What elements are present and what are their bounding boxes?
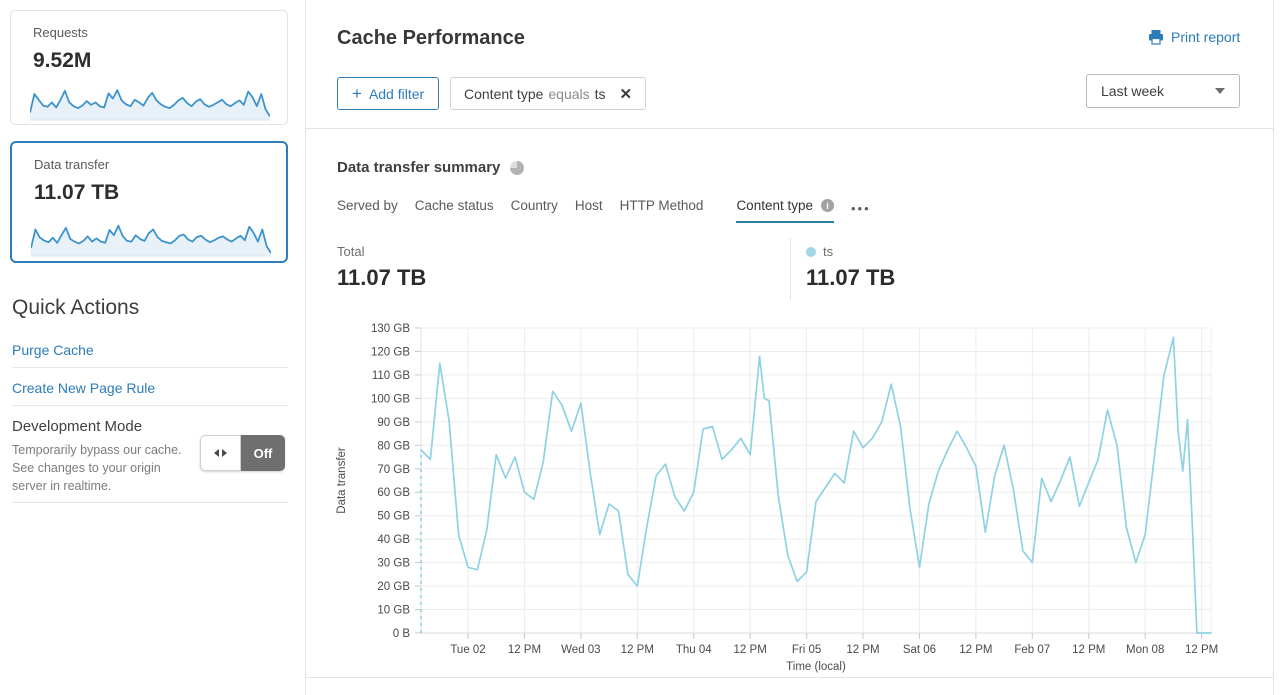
total-value: 11.07 TB (337, 265, 427, 290)
x-tick-label: Sat 06 (903, 644, 936, 656)
chart-canvas: 0 B 10 GB 20 GB 30 GB 40 GB 50 GB 60 GB 70 GB 80… (336, 323, 1218, 673)
print-report-link[interactable]: Print report (1148, 29, 1240, 45)
y-tick-label: 70 GB (377, 464, 410, 476)
tab-host[interactable]: Host (574, 198, 603, 213)
sidebar: Requests 9.52M Data transfer 11.07 TB Qu… (0, 0, 305, 695)
x-tick-label: Feb 07 (1014, 644, 1050, 656)
development-mode-description: Temporarily bypass our cache. See change… (12, 443, 182, 493)
time-range-dropdown[interactable]: Last week (1086, 74, 1240, 108)
y-tick-label: 100 GB (371, 393, 410, 405)
plus-icon: + (352, 84, 362, 103)
y-tick-label: 60 GB (377, 487, 410, 499)
page-title: Cache Performance (337, 27, 525, 49)
content-right-border (1273, 0, 1274, 695)
toggle-off-segment[interactable]: Off (241, 435, 285, 471)
x-tick-label: 12 PM (846, 644, 879, 656)
x-axis-title: Time (local) (786, 661, 846, 673)
metric-card-data-transfer[interactable]: Data transfer 11.07 TB (10, 141, 288, 263)
create-page-rule-link[interactable]: Create New Page Rule (12, 380, 156, 396)
more-tabs-icon[interactable]: ••• (851, 201, 871, 216)
metric-card-value: 11.07 TB (34, 181, 120, 204)
x-tick-label: 12 PM (508, 644, 541, 656)
chip-field: Content type (464, 85, 544, 102)
legend-value: 11.07 TB (806, 265, 896, 290)
info-icon[interactable]: i (821, 199, 834, 212)
x-tick-label: 12 PM (734, 644, 767, 656)
y-tick-label: 110 GB (372, 370, 410, 382)
sidebar-border (305, 0, 306, 695)
summary-divider (790, 238, 791, 300)
metric-card-label: Requests (33, 25, 88, 40)
divider (12, 367, 288, 368)
data-transfer-sparkline (31, 224, 271, 257)
y-tick-label: 40 GB (377, 534, 410, 546)
summary-title: Data transfer summary (337, 159, 501, 176)
y-tick-label: 20 GB (377, 581, 410, 593)
tab-served-by[interactable]: Served by (337, 198, 398, 213)
x-tick-label: 12 PM (1072, 644, 1105, 656)
tab-country[interactable]: Country (510, 198, 558, 213)
requests-sparkline (30, 89, 270, 121)
print-report-label: Print report (1171, 29, 1241, 45)
header-divider (306, 128, 1273, 129)
filter-chip-content-type[interactable]: Content type equals ts ✕ (450, 77, 647, 110)
x-tick-label: Tue 02 (450, 644, 485, 656)
development-mode-toggle[interactable]: Off (200, 435, 285, 471)
add-filter-label: Add filter (368, 85, 425, 102)
time-range-value: Last week (1101, 83, 1165, 99)
data-transfer-chart: 0 B 10 GB 20 GB 30 GB 40 GB 50 GB 60 GB 70 GB 80… (330, 318, 1220, 680)
toggle-arrows-icon[interactable] (200, 435, 241, 471)
x-tick-label: Wed 03 (561, 644, 600, 656)
x-tick-label: 12 PM (959, 644, 992, 656)
metric-card-requests[interactable]: Requests 9.52M (10, 10, 288, 125)
arrow-right-icon (222, 449, 227, 457)
arrow-left-icon (214, 449, 219, 457)
y-tick-label: 50 GB (377, 511, 410, 523)
x-tick-label: Fri 05 (792, 644, 821, 656)
purge-cache-link[interactable]: Purge Cache (12, 342, 94, 358)
pie-chart-icon (510, 160, 525, 175)
y-tick-label: 10 GB (377, 605, 410, 617)
development-mode-label: Development Mode (12, 418, 143, 435)
tab-cache-status[interactable]: Cache status (414, 198, 494, 213)
quick-actions-heading: Quick Actions (12, 296, 140, 319)
y-axis-title: Data transfer (336, 447, 348, 514)
bottom-divider (306, 677, 1273, 678)
metric-card-value: 9.52M (33, 49, 92, 72)
y-tick-label: 80 GB (377, 440, 410, 452)
tab-http-method[interactable]: HTTP Method (619, 198, 704, 213)
legend-label: ts (823, 244, 834, 259)
divider (12, 502, 288, 503)
divider (12, 405, 288, 406)
summary-tabs: Served by Cache status Country Host HTTP… (337, 198, 871, 223)
printer-icon (1149, 30, 1163, 45)
y-tick-label: 120 GB (371, 346, 410, 358)
chip-close-icon[interactable]: ✕ (619, 85, 633, 103)
legend-item-ts[interactable]: ts (806, 244, 833, 259)
series-line-ts (420, 336, 1212, 634)
x-tick-label: Mon 08 (1126, 644, 1164, 656)
chevron-down-icon (1215, 88, 1225, 94)
y-tick-label: 30 GB (377, 558, 410, 570)
tab-content-type[interactable]: Content type i (736, 198, 834, 223)
x-tick-label: Thu 04 (676, 644, 712, 656)
y-tick-label: 0 B (393, 628, 411, 640)
legend-dot-icon (806, 246, 816, 257)
chip-operator: equals (548, 85, 590, 102)
metric-card-label: Data transfer (34, 157, 110, 172)
chip-value: ts (594, 85, 606, 102)
y-tick-label: 90 GB (377, 417, 410, 429)
add-filter-button[interactable]: + Add filter (337, 77, 440, 110)
x-tick-label: 12 PM (621, 644, 654, 656)
summary-title-row: Data transfer summary (337, 159, 525, 176)
x-tick-label: 12 PM (1185, 644, 1218, 656)
total-label: Total (337, 244, 365, 259)
y-tick-label: 130 GB (371, 323, 410, 335)
